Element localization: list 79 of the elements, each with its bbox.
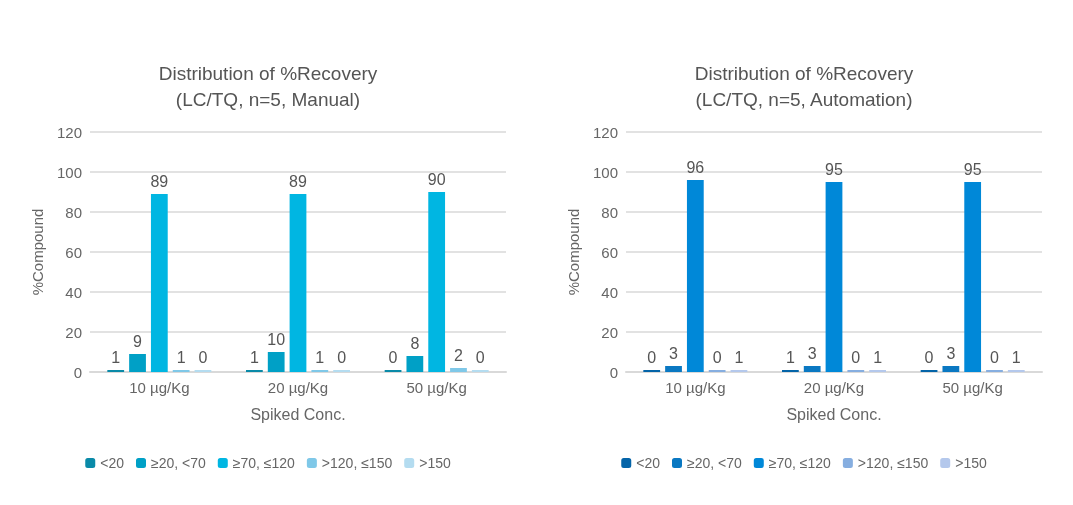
y-tick-label: 0 — [609, 363, 618, 381]
y-axis-title: %Compound — [565, 208, 582, 296]
chart-title: Distribution of %Recovery (LC/TQ, n=5, Manual) — [158, 62, 378, 110]
data-label: 1 — [315, 348, 325, 366]
legend-label: >120, ≤150 — [857, 455, 929, 471]
data-label: 2 — [454, 346, 464, 364]
legend-label: ≥20, <70 — [687, 455, 742, 471]
y-tick-label: 120 — [592, 123, 618, 141]
y-tick-label: 80 — [65, 203, 82, 221]
bar — [289, 194, 307, 372]
x-axis-title: Spiked Conc. — [786, 405, 882, 423]
legend-label: >120, ≤150 — [321, 455, 393, 471]
legend-label: ≥70, ≤120 — [232, 455, 296, 471]
x-axis-title: Spiked Conc. — [250, 405, 346, 423]
x-tick-label: 10 µg/Kg — [129, 379, 190, 396]
legend-label: >150 — [955, 455, 987, 471]
bar — [267, 352, 285, 372]
data-label: 0 — [647, 348, 657, 366]
y-tick-label: 80 — [601, 203, 618, 221]
legend-label: ≥70, ≤120 — [768, 455, 832, 471]
y-axis-title: %Compound — [29, 208, 46, 296]
y-tick-label: 40 — [601, 283, 618, 301]
x-tick-label: 10 µg/Kg — [665, 379, 726, 396]
y-tick-label: 20 — [601, 323, 618, 341]
data-label: 9 — [133, 332, 143, 350]
data-label: 1 — [249, 348, 259, 366]
bar — [428, 192, 446, 372]
legend-label: ≥20, <70 — [151, 455, 206, 471]
data-label: 8 — [410, 334, 420, 352]
y-tick-label: 100 — [592, 163, 618, 181]
bar — [665, 366, 682, 372]
data-label: 1 — [785, 348, 795, 366]
data-label: 3 — [669, 344, 679, 362]
data-label: 0 — [990, 348, 1000, 366]
bar — [450, 368, 467, 372]
y-tick-label: 100 — [56, 163, 82, 181]
chart-title: Distribution of %Recovery (LC/TQ, n=5, Automation) — [694, 62, 914, 110]
x-tick-label: 20 µg/Kg — [267, 379, 329, 396]
data-label: 10 — [267, 330, 286, 348]
data-label: 95 — [963, 160, 982, 178]
x-tick-label: 20 µg/Kg — [803, 379, 865, 396]
bar — [942, 366, 960, 372]
data-label: 1 — [1011, 348, 1021, 366]
data-label: 96 — [686, 158, 705, 176]
y-tick-label: 40 — [65, 283, 82, 301]
legend-label: <20 — [100, 455, 125, 471]
bar — [129, 354, 146, 372]
data-label: 89 — [289, 172, 307, 190]
y-tick-label: 0 — [73, 363, 82, 381]
bar — [686, 180, 704, 372]
data-label: 95 — [825, 160, 843, 178]
data-label: 0 — [924, 348, 934, 366]
data-label: 1 — [111, 348, 121, 366]
data-label: 3 — [946, 344, 956, 362]
bar — [406, 356, 424, 372]
y-tick-label: 60 — [65, 243, 82, 261]
bar — [964, 182, 982, 372]
x-tick-label: 50 µg/Kg — [406, 379, 467, 396]
legend-label: >150 — [419, 455, 451, 471]
y-tick-label: 60 — [601, 243, 618, 261]
data-label: 0 — [337, 348, 347, 366]
legend-label: <20 — [636, 455, 661, 471]
y-tick-label: 20 — [65, 323, 82, 341]
data-label: 89 — [150, 172, 169, 190]
data-label: 1 — [734, 348, 744, 366]
data-label: 1 — [873, 348, 883, 366]
bar — [803, 366, 821, 372]
x-tick-label: 50 µg/Kg — [942, 379, 1003, 396]
y-tick-label: 120 — [56, 123, 82, 141]
data-label: 3 — [807, 344, 817, 362]
data-label: 0 — [712, 348, 722, 366]
data-label: 0 — [851, 348, 861, 366]
data-label: 0 — [475, 348, 485, 366]
data-label: 1 — [176, 348, 186, 366]
bar — [150, 194, 168, 372]
data-label: 0 — [388, 348, 398, 366]
data-label: 90 — [427, 170, 446, 188]
data-label: 0 — [198, 348, 208, 366]
bar — [825, 182, 843, 372]
